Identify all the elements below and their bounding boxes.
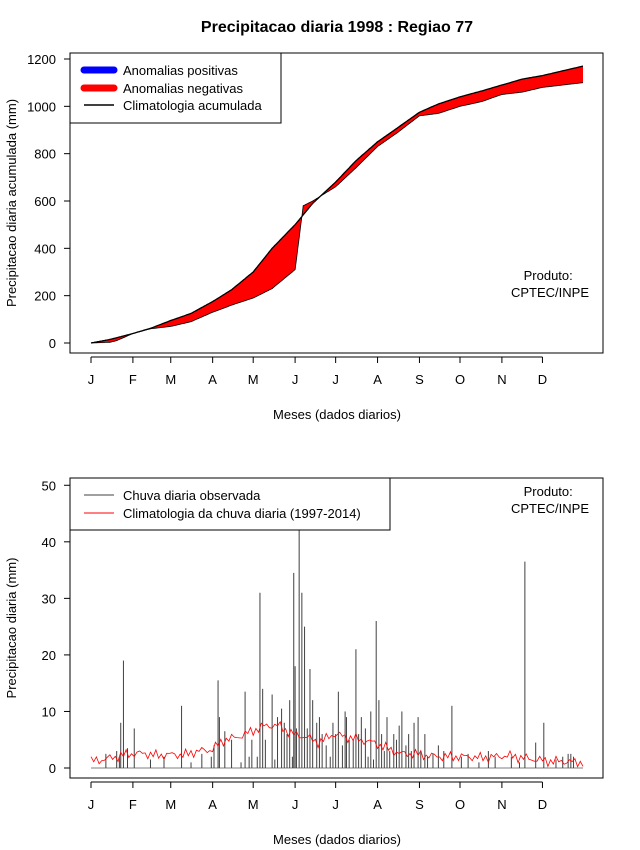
bottom-product-annotation: Produto: CPTEC/INPE bbox=[511, 484, 589, 516]
legend-positive-label: Anomalias positivas bbox=[123, 63, 238, 78]
bottom-x-tick-label: A bbox=[373, 797, 382, 812]
top-x-tick-label: F bbox=[129, 372, 137, 387]
top-x-tick-label: M bbox=[165, 372, 176, 387]
top-x-tick-label: S bbox=[415, 372, 424, 387]
bottom-x-tick-label: A bbox=[208, 797, 217, 812]
top-legend: Anomalias positivas Anomalias negativas … bbox=[69, 52, 282, 124]
bottom-y-tick-label: 20 bbox=[42, 648, 56, 663]
top-x-tick-label: J bbox=[88, 372, 95, 387]
legend-climdaily-label: Climatologia da chuva diaria (1997-2014) bbox=[123, 506, 361, 521]
bottom-x-tick-label: F bbox=[129, 797, 137, 812]
bottom-y-tick-label: 50 bbox=[42, 478, 56, 493]
top-y-tick-label: 1000 bbox=[27, 99, 56, 114]
top-x-tick-label: A bbox=[373, 372, 382, 387]
bottom-x-tick-label: N bbox=[497, 797, 506, 812]
bottom-x-tick-label: O bbox=[455, 797, 465, 812]
bottom-x-tick-label: M bbox=[248, 797, 259, 812]
bottom-chart: 0 10 20 30 40 50 J F M A M J J A S O N D Meses (dados di… bbox=[4, 477, 604, 847]
top-x-tick-label: M bbox=[248, 372, 259, 387]
bottom-product-line-2: CPTEC/INPE bbox=[511, 501, 589, 516]
top-x-tick-label: J bbox=[332, 372, 339, 387]
legend-negative-label: Anomalias negativas bbox=[123, 81, 243, 96]
bottom-x-tick-label: M bbox=[165, 797, 176, 812]
top-y-axis-label: Precipitacao diaria acumulada (mm) bbox=[4, 99, 19, 307]
top-y-tick-label: 600 bbox=[34, 194, 56, 209]
top-y-tick-label: 1200 bbox=[27, 52, 56, 67]
bottom-y-axis-label: Precipitacao diaria (mm) bbox=[4, 558, 19, 699]
top-x-tick-label: N bbox=[497, 372, 506, 387]
bottom-y-tick-label: 30 bbox=[42, 591, 56, 606]
bottom-product-line-1: Produto: bbox=[524, 484, 573, 499]
legend-observed-label: Chuva diaria observada bbox=[123, 488, 261, 503]
bottom-x-tick-label: J bbox=[332, 797, 339, 812]
bottom-plot-area bbox=[90, 507, 584, 769]
bottom-x-tick-label: D bbox=[538, 797, 547, 812]
top-chart-title: Precipitacao diaria 1998 : Regiao 77 bbox=[201, 19, 473, 36]
bottom-y-tick-label: 10 bbox=[42, 704, 56, 719]
top-x-tick-label: O bbox=[455, 372, 465, 387]
top-y-axis: 0 200 400 600 800 1000 1200 bbox=[27, 52, 71, 351]
top-chart: Precipitacao diaria 1998 : Regiao 77 0 20… bbox=[4, 19, 604, 422]
top-y-tick-label: 800 bbox=[34, 147, 56, 162]
top-product-annotation: Produto: CPTEC/INPE bbox=[511, 268, 589, 300]
top-y-tick-label: 400 bbox=[34, 241, 56, 256]
bottom-y-axis: 0 10 20 30 40 50 bbox=[42, 478, 71, 776]
bottom-x-axis-label: Meses (dados diarios) bbox=[273, 832, 401, 847]
top-y-tick-label: 200 bbox=[34, 289, 56, 304]
bottom-x-tick-label: J bbox=[88, 797, 95, 812]
top-plot-area bbox=[90, 65, 584, 344]
top-x-tick-label: J bbox=[292, 372, 299, 387]
top-product-line-2: CPTEC/INPE bbox=[511, 285, 589, 300]
climatology-daily-line bbox=[90, 720, 584, 768]
observed-cumulative-line bbox=[90, 82, 584, 344]
top-y-tick-label: 0 bbox=[49, 336, 56, 351]
top-x-axis-label: Meses (dados diarios) bbox=[273, 407, 401, 422]
top-x-tick-label: A bbox=[208, 372, 217, 387]
climatology-cumulative-line bbox=[90, 65, 584, 344]
bottom-legend-box bbox=[69, 477, 391, 531]
bottom-legend: Chuva diaria observada Climatologia da c… bbox=[69, 477, 391, 531]
legend-climatology-label: Climatologia acumulada bbox=[123, 98, 263, 113]
top-x-tick-label: D bbox=[538, 372, 547, 387]
bottom-x-tick-label: S bbox=[415, 797, 424, 812]
bottom-y-tick-label: 0 bbox=[49, 761, 56, 776]
top-product-line-1: Produto: bbox=[524, 268, 573, 283]
bottom-y-tick-label: 40 bbox=[42, 535, 56, 550]
bottom-x-tick-label: J bbox=[292, 797, 299, 812]
